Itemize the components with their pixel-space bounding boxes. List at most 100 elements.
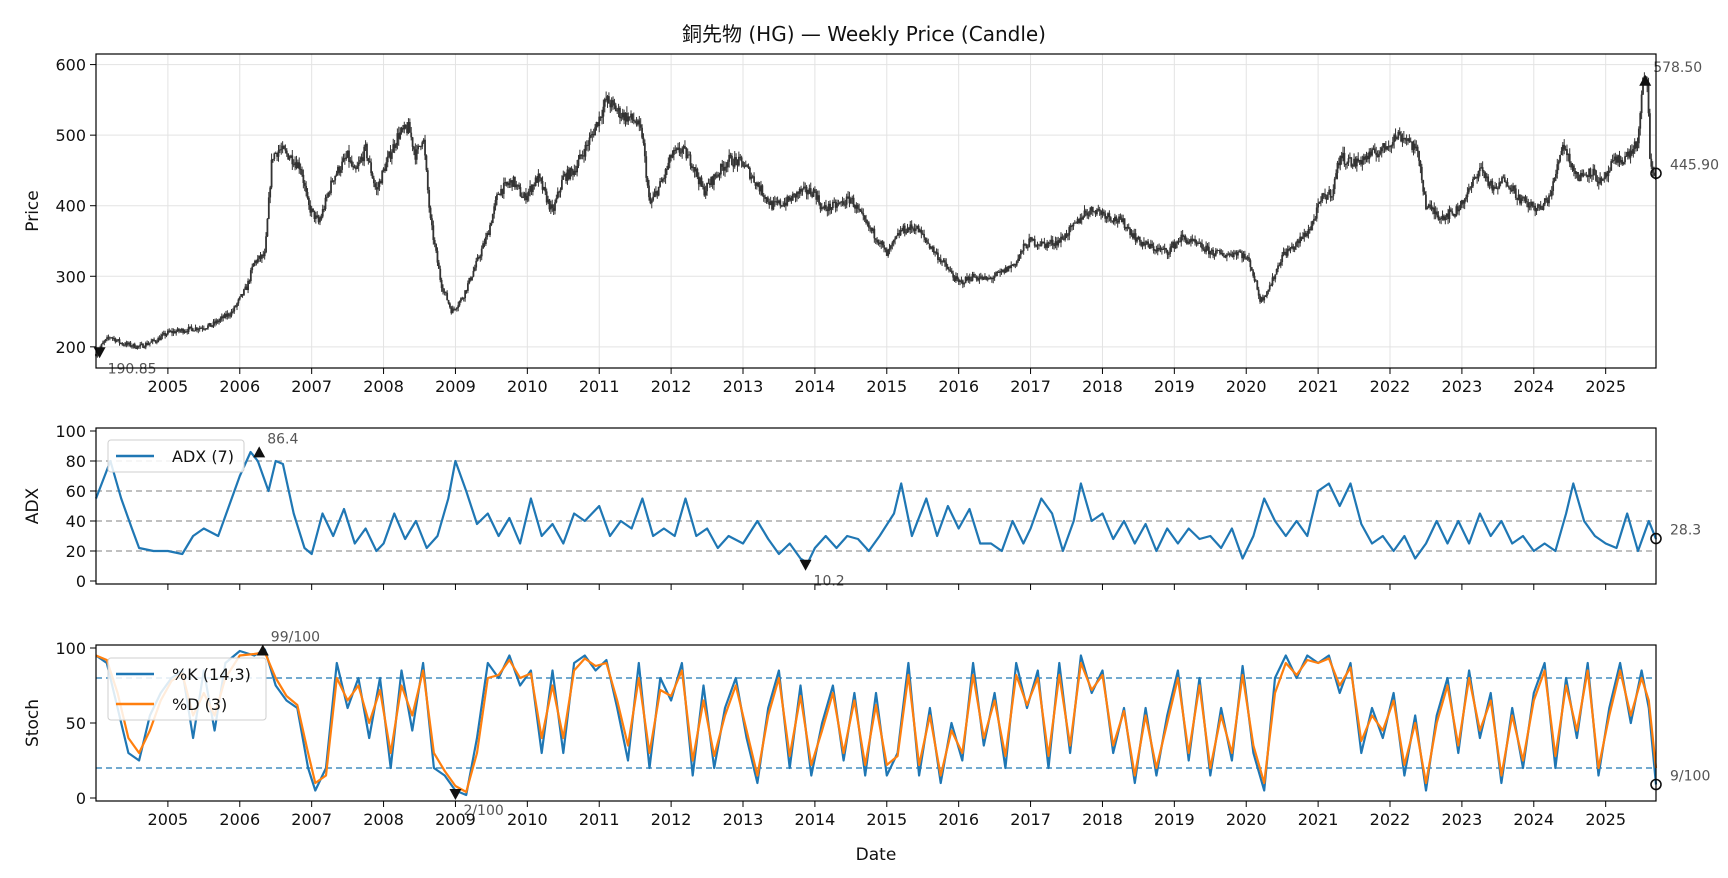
candle-body (511, 180, 514, 187)
candle-body (466, 283, 469, 291)
candle-body (1004, 267, 1007, 273)
candle-body (1268, 285, 1271, 290)
candle-body (374, 183, 377, 188)
candle-body (1629, 150, 1632, 158)
candle-body (822, 207, 825, 209)
candle-body (1548, 195, 1550, 204)
candle-body (776, 201, 779, 203)
x-tick-label: 2014 (795, 810, 836, 829)
candle-body (988, 278, 990, 280)
price-y-ticks: 200 300 400 500 600 (55, 56, 96, 357)
candle-body (711, 177, 714, 185)
candle-body (719, 163, 722, 175)
candle-body (1537, 204, 1539, 209)
candle-body (1035, 245, 1037, 247)
candle-body (1160, 248, 1163, 250)
candle-body (1560, 150, 1563, 155)
candle-body (560, 179, 563, 190)
candle-body (1647, 84, 1650, 114)
candle-body (498, 193, 501, 196)
stoch-x-ticks: 2005 2006 2007 2008 2009 2010 2011 2012 2013 2014… (148, 801, 1626, 829)
candle-body (1378, 153, 1380, 158)
candle-body (572, 170, 574, 175)
candle-body (631, 113, 634, 120)
min-marker (799, 559, 812, 571)
candle-body (1625, 155, 1628, 157)
candle-body (993, 276, 996, 278)
candle-body (541, 180, 544, 190)
x-tick-label: 2005 (148, 810, 189, 829)
candle-body (512, 176, 515, 187)
candle-body (284, 148, 287, 151)
candle-body (182, 329, 184, 333)
x-tick-label: 2019 (1154, 377, 1195, 396)
candle-body (1220, 253, 1223, 255)
candle-body (392, 144, 395, 153)
candle-body (310, 208, 313, 213)
candle-body (721, 163, 724, 167)
candle-body (402, 127, 404, 130)
candle-body (133, 343, 136, 349)
candle-body (1147, 241, 1149, 245)
candle-body (1172, 242, 1174, 246)
chart-title: 銅先物 (HG) — Weekly Price (Candle) (682, 22, 1046, 46)
candle-body (1237, 251, 1239, 256)
candle-body (827, 203, 830, 212)
candle-body (1466, 192, 1469, 198)
candle-body (1010, 264, 1013, 269)
adx-y-ticks: 0 20 40 60 80 100 (55, 422, 96, 591)
candle-body (1000, 271, 1003, 273)
candle-body (309, 204, 312, 213)
candle-body (164, 333, 167, 336)
candle-body (1531, 201, 1534, 207)
candle-body (923, 234, 926, 238)
candle-body (1535, 208, 1538, 212)
candle-body (562, 175, 565, 180)
candle-body (689, 154, 692, 166)
candle-body (386, 156, 389, 163)
candle-body (670, 155, 673, 158)
candle-body (461, 298, 464, 300)
stoch-d-legend-label: %D (3) (172, 695, 227, 714)
candle-body (1365, 155, 1368, 160)
candle-body (321, 209, 324, 217)
candle-body (1064, 233, 1067, 240)
candle-body (1260, 297, 1263, 302)
candle-body (1394, 134, 1397, 138)
candle-body (953, 277, 956, 281)
candle-body (175, 331, 178, 334)
y-tick-label: 100 (55, 639, 86, 658)
candle-body (873, 228, 876, 239)
candle-body (729, 154, 732, 156)
candle-body (471, 276, 473, 281)
candle-body (249, 270, 252, 282)
candle-body (190, 326, 193, 329)
candle-body (1127, 226, 1130, 229)
candle-body (1375, 152, 1378, 156)
candle-body (1325, 197, 1328, 200)
candle-body (1355, 158, 1358, 167)
x-tick-label: 2025 (1585, 377, 1626, 396)
candle-body (836, 204, 838, 208)
candle-body (415, 149, 418, 160)
candle-body (794, 193, 797, 198)
candle-body (592, 134, 595, 136)
candle-body (479, 256, 482, 259)
candle-body (375, 187, 378, 190)
candle-body (207, 325, 209, 329)
candle-body (811, 194, 814, 197)
candle-body (1071, 225, 1073, 227)
candle-body (1057, 240, 1060, 246)
candle-body (371, 173, 374, 179)
candle-body (834, 202, 837, 208)
candle-body (1347, 158, 1350, 163)
candle-body (494, 199, 497, 207)
x-tick-label: 2016 (938, 810, 979, 829)
x-tick-label: 2020 (1226, 810, 1267, 829)
candle-body (173, 331, 176, 334)
candle-body (453, 308, 455, 310)
candle-body (1425, 194, 1427, 210)
candle-body (196, 327, 198, 331)
candle-body (742, 161, 744, 167)
